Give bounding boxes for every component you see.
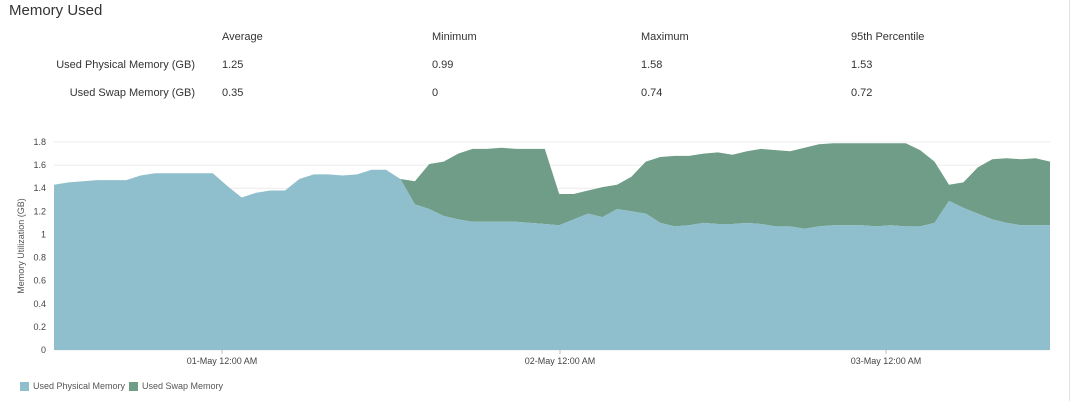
legend-swatch-physical — [20, 381, 29, 391]
legend-item-swap-memory[interactable]: Used Swap Memory — [129, 381, 223, 391]
y-axis-label: Memory Utilization (GB) — [16, 198, 26, 294]
y-tick-label: 1 — [41, 229, 46, 239]
memory-utilization-chart: 0 0.2 0.4 0.6 0.8 1 1.2 1.4 1.6 1.8 01-May 12:00 A… — [16, 137, 1050, 366]
cell-swap-maximum: 0.74 — [641, 87, 663, 99]
cell-swap-95th: 0.72 — [851, 87, 873, 99]
x-tick-label: 03-May 12:00 AM — [851, 356, 922, 366]
cell-swap-average: 0.35 — [222, 87, 244, 99]
y-tick-label: 0 — [41, 345, 46, 355]
y-tick-label: 0.6 — [33, 276, 46, 286]
x-tick-label: 02-May 12:00 AM — [525, 356, 596, 366]
column-header-maximum: Maximum — [641, 31, 689, 43]
y-tick-label: 0.4 — [33, 299, 46, 309]
legend-label-physical: Used Physical Memory — [33, 381, 126, 391]
panel-title: Memory Used — [9, 2, 103, 19]
y-tick-label: 0.8 — [33, 253, 46, 263]
stats-table: Average Minimum Maximum 95th Percentile … — [0, 0, 1070, 120]
cell-swap-minimum: 0 — [432, 87, 439, 99]
cell-physical-average: 1.25 — [222, 59, 244, 71]
legend-item-physical-memory[interactable]: Used Physical Memory — [20, 381, 125, 391]
column-header-average: Average — [222, 31, 263, 43]
row-label-physical-memory: Used Physical Memory (GB) — [56, 59, 195, 71]
y-tick-label: 0.2 — [33, 322, 46, 332]
chart-legend: Used Physical Memory Used Swap Memory — [20, 381, 227, 391]
row-label-swap-memory: Used Swap Memory (GB) — [69, 87, 195, 99]
chart-areas — [54, 143, 1050, 350]
column-header-minimum: Minimum — [432, 31, 477, 43]
cell-physical-95th: 1.53 — [851, 59, 873, 71]
legend-label-swap: Used Swap Memory — [142, 381, 224, 391]
y-tick-label: 1.8 — [33, 137, 46, 147]
column-header-95th-percentile: 95th Percentile — [851, 31, 925, 43]
y-tick-label: 1.4 — [33, 183, 46, 193]
y-tick-label: 1.6 — [33, 160, 46, 170]
cell-physical-maximum: 1.58 — [641, 59, 663, 71]
series-area-used-physical-memory[interactable] — [54, 169, 1050, 350]
y-tick-label: 1.2 — [33, 206, 46, 216]
x-tick-label: 01-May 12:00 AM — [187, 356, 258, 366]
chart-axes: 0 0.2 0.4 0.6 0.8 1 1.2 1.4 1.6 1.8 01-May 12:00 A… — [33, 137, 921, 366]
cell-physical-minimum: 0.99 — [432, 59, 454, 71]
series-area-used-swap-memory[interactable] — [54, 143, 1050, 229]
legend-swatch-swap — [129, 381, 139, 391]
